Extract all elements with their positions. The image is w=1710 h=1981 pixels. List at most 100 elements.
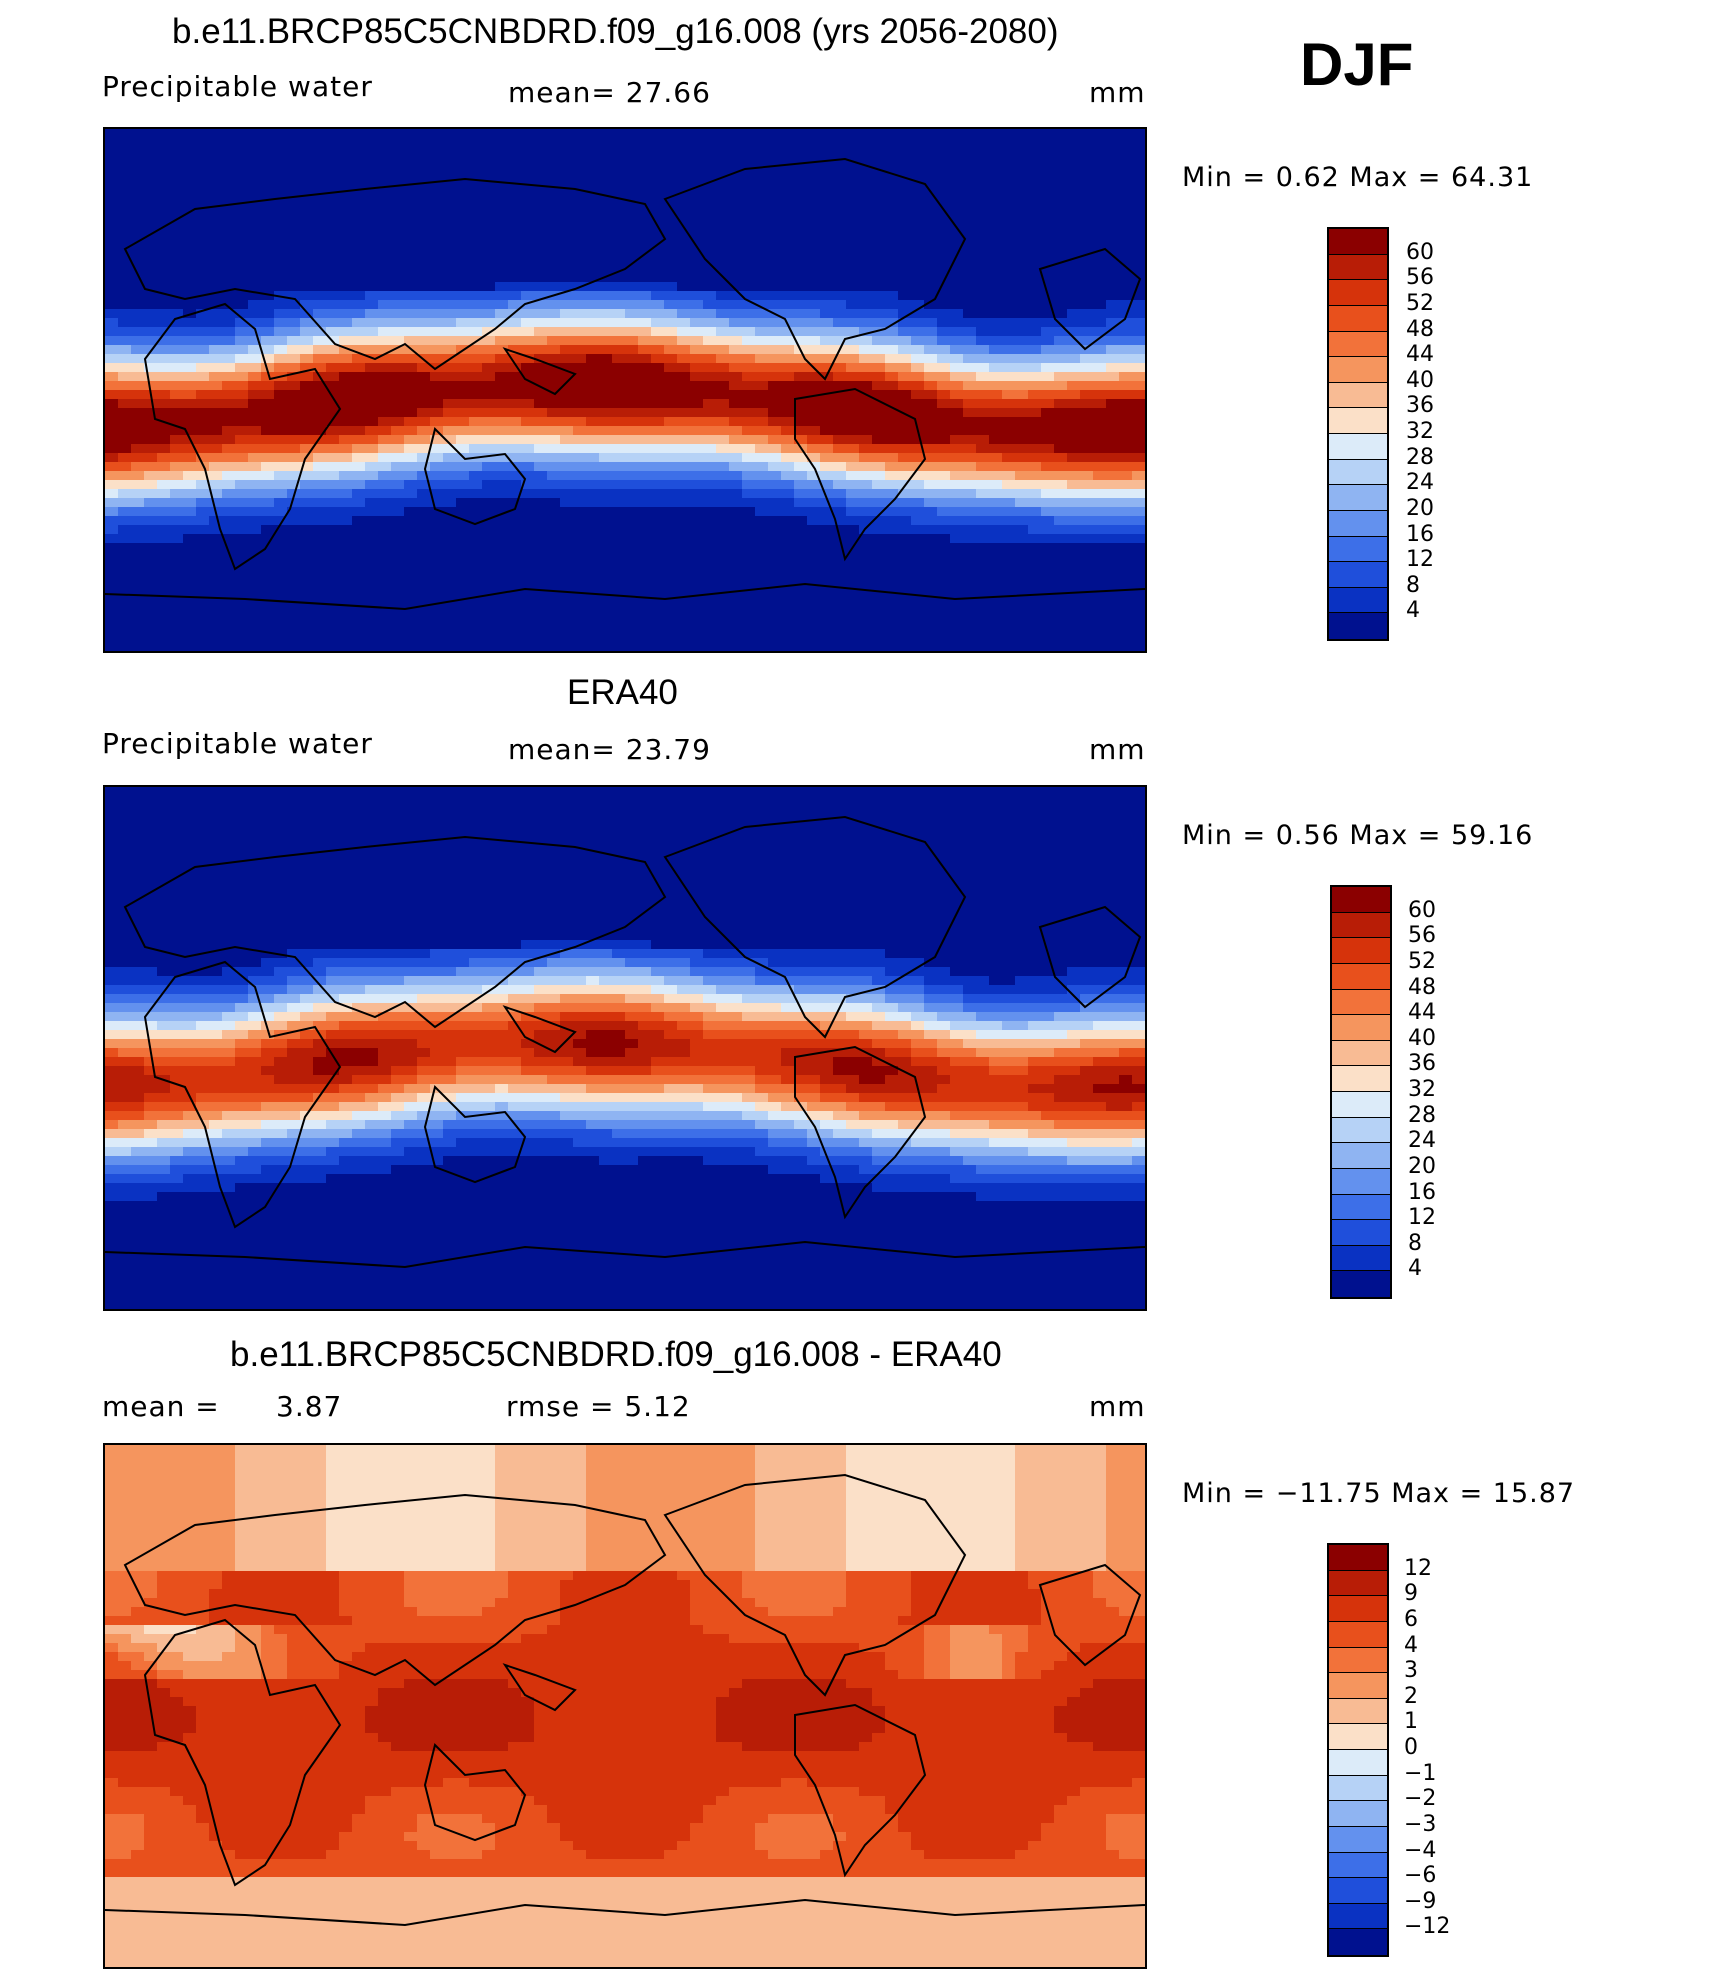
- colorbar-swatch: [1332, 963, 1390, 990]
- colorbar-swatch: [1332, 912, 1390, 939]
- panel2-variable: Precipitable water: [102, 727, 373, 760]
- colorbar-tick-label: 60: [1406, 239, 1434, 265]
- colorbar-tick-label: 44: [1406, 342, 1434, 368]
- colorbar-swatch: [1329, 1596, 1387, 1622]
- colorbar-swatch: [1329, 1878, 1387, 1904]
- colorbar-tick-label: −12: [1404, 1914, 1451, 1940]
- colorbar-tick-label: 12: [1406, 547, 1434, 573]
- panel3-mean-value: 3.87: [276, 1390, 343, 1423]
- colorbar-swatch: [1332, 887, 1390, 913]
- colorbar-swatch: [1329, 1852, 1387, 1879]
- colorbar-swatch: [1329, 305, 1387, 332]
- colorbar-swatch: [1332, 1220, 1390, 1246]
- colorbar-tick-label: 3: [1404, 1658, 1418, 1684]
- colorbar-swatch: [1329, 434, 1387, 460]
- colorbar-swatch: [1329, 1750, 1387, 1776]
- colorbar-swatch: [1329, 280, 1387, 306]
- colorbar-swatch: [1332, 1015, 1390, 1041]
- colorbar-tick-label: 32: [1406, 419, 1434, 444]
- colorbar-swatch: [1329, 1929, 1387, 1955]
- colorbar-tick-label: −6: [1404, 1863, 1437, 1889]
- colorbar-swatch: [1329, 1826, 1387, 1853]
- colorbar-tick-label: 52: [1408, 948, 1436, 974]
- colorbar-swatch: [1332, 1092, 1390, 1118]
- colorbar-swatch: [1329, 485, 1387, 511]
- colorbar-swatch: [1329, 382, 1387, 409]
- colorbar-tick-label: 6: [1404, 1606, 1418, 1632]
- colorbar-swatch: [1329, 229, 1387, 255]
- colorbar-swatch: [1332, 1271, 1390, 1297]
- colorbar-swatch: [1332, 1040, 1390, 1067]
- colorbar-tick-label: 8: [1408, 1230, 1422, 1256]
- colorbar-tick-label: 4: [1406, 598, 1420, 624]
- colorbar-tick-label: −4: [1404, 1837, 1437, 1863]
- colorbar-swatch: [1329, 408, 1387, 434]
- colorbar-swatch: [1332, 1117, 1390, 1144]
- colorbar-swatch: [1329, 357, 1387, 383]
- colorbar-swatch: [1329, 331, 1387, 358]
- colorbar-tick-label: 2: [1404, 1683, 1418, 1709]
- colorbar-swatch: [1329, 587, 1387, 614]
- colorbar-swatch: [1329, 562, 1387, 588]
- panel1-map: [103, 127, 1147, 653]
- colorbar-swatch: [1332, 1066, 1390, 1092]
- colorbar-tick-label: 56: [1408, 923, 1436, 949]
- colorbar-swatch: [1329, 1647, 1387, 1674]
- colorbar-swatch: [1329, 510, 1387, 537]
- colorbar-tick-label: 20: [1406, 495, 1434, 521]
- season-label: DJF: [1300, 31, 1414, 98]
- colorbar-tick-label: 0: [1404, 1735, 1418, 1760]
- panel1-units: mm: [1089, 76, 1146, 109]
- panel1-title: b.e11.BRCP85C5CNBDRD.f09_g16.008 (yrs 20…: [172, 12, 1059, 51]
- panel1-colorbar: [1327, 227, 1389, 641]
- colorbar-swatch: [1329, 459, 1387, 486]
- colorbar-tick-label: 1: [1404, 1709, 1418, 1735]
- colorbar-tick-label: 16: [1408, 1179, 1436, 1205]
- colorbar-swatch: [1329, 1903, 1387, 1930]
- colorbar-swatch: [1329, 1775, 1387, 1802]
- panel2-colorbar: [1330, 885, 1392, 1299]
- colorbar-swatch: [1329, 1570, 1387, 1597]
- colorbar-swatch: [1329, 1545, 1387, 1571]
- colorbar-tick-label: 16: [1406, 521, 1434, 547]
- panel3-map: [103, 1443, 1147, 1969]
- colorbar-tick-label: 40: [1408, 1025, 1436, 1051]
- colorbar-tick-label: −2: [1404, 1786, 1437, 1812]
- colorbar-tick-label: 56: [1406, 265, 1434, 291]
- colorbar-tick-label: 48: [1408, 974, 1436, 1000]
- colorbar-swatch: [1329, 254, 1387, 281]
- colorbar-swatch: [1332, 1194, 1390, 1221]
- colorbar-swatch: [1332, 1245, 1390, 1272]
- panel3-mean-label: mean =: [102, 1390, 220, 1423]
- colorbar-swatch: [1329, 1801, 1387, 1827]
- colorbar-swatch: [1329, 1673, 1387, 1699]
- colorbar-tick-label: 44: [1408, 1000, 1436, 1026]
- panel1-mean: mean= 27.66: [508, 76, 711, 109]
- colorbar-tick-label: 4: [1408, 1256, 1422, 1282]
- colorbar-tick-label: 52: [1406, 290, 1434, 316]
- colorbar-tick-label: −1: [1404, 1760, 1437, 1786]
- colorbar-tick-label: 28: [1406, 444, 1434, 470]
- colorbar-tick-label: 4: [1404, 1632, 1418, 1658]
- colorbar-swatch: [1332, 989, 1390, 1016]
- colorbar-tick-label: −3: [1404, 1811, 1437, 1837]
- panel1-minmax: Min = 0.62 Max = 64.31: [1182, 162, 1534, 193]
- panel3-units: mm: [1089, 1390, 1146, 1423]
- colorbar-swatch: [1329, 536, 1387, 563]
- colorbar-tick-label: 9: [1404, 1581, 1418, 1607]
- colorbar-tick-label: 12: [1408, 1205, 1436, 1231]
- colorbar-tick-label: 24: [1408, 1128, 1436, 1154]
- panel3-minmax: Min = −11.75 Max = 15.87: [1182, 1478, 1576, 1509]
- colorbar-tick-label: 60: [1408, 897, 1436, 923]
- colorbar-tick-label: 36: [1406, 393, 1434, 419]
- colorbar-swatch: [1332, 1143, 1390, 1169]
- panel2-minmax: Min = 0.56 Max = 59.16: [1182, 820, 1534, 851]
- colorbar-swatch: [1329, 1621, 1387, 1648]
- colorbar-tick-label: 20: [1408, 1153, 1436, 1179]
- colorbar-tick-label: 36: [1408, 1051, 1436, 1077]
- panel3-title: b.e11.BRCP85C5CNBDRD.f09_g16.008 - ERA40: [230, 1335, 1002, 1374]
- colorbar-tick-label: 12: [1404, 1555, 1432, 1581]
- colorbar-swatch: [1332, 1168, 1390, 1195]
- panel1-variable: Precipitable water: [102, 70, 373, 103]
- colorbar-swatch: [1329, 1724, 1387, 1750]
